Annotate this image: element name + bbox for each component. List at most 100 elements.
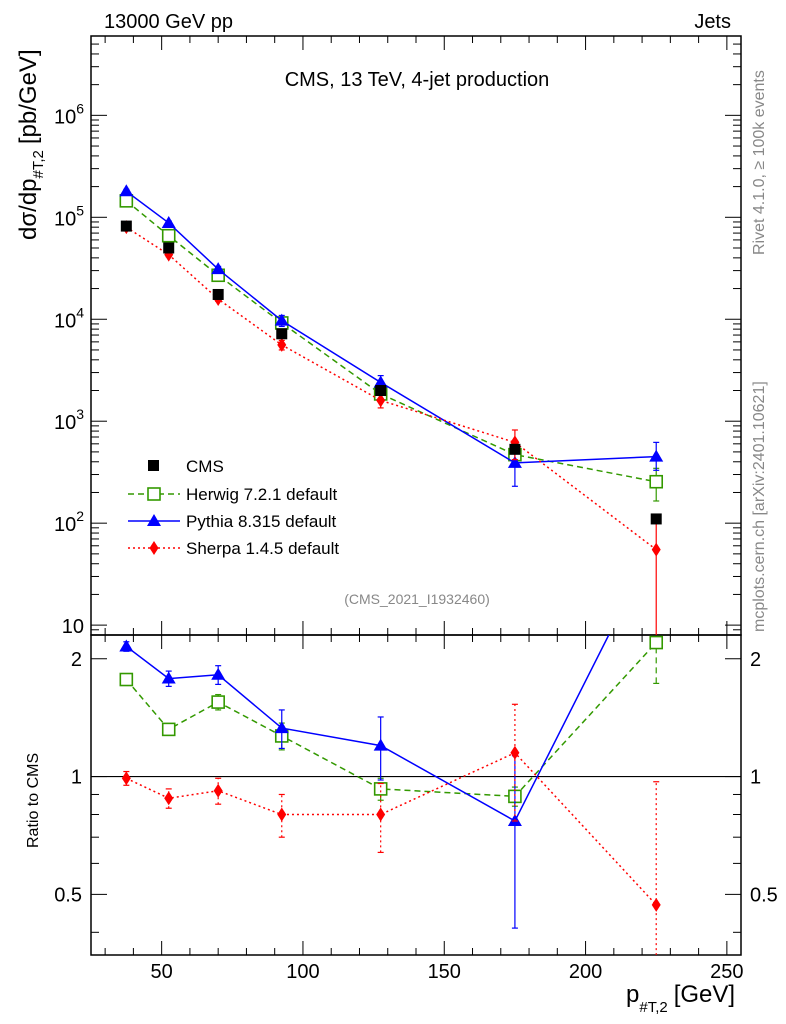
ratio-line-sherpa — [126, 751, 657, 906]
mcplots-note: mcplots.cern.ch [arXiv:2401.10621] — [751, 381, 768, 632]
ratio-point-herwig — [119, 672, 134, 687]
point-herwig — [649, 474, 664, 489]
ratio-tick-label-right: 1 — [750, 767, 761, 789]
ratio-point-pythia — [274, 721, 289, 734]
y-tick-base: 10 — [54, 310, 76, 332]
ratio-tick-label-left: 2 — [71, 649, 82, 671]
x-axis-label: p#T,2 [GeV] — [626, 981, 735, 1016]
y-tick-label: 106 — [54, 100, 84, 128]
x-label-sub: #T,2 — [639, 999, 667, 1016]
category-label: Jets — [694, 11, 731, 33]
point-sherpa — [651, 542, 661, 557]
y-tick-base: 10 — [54, 106, 76, 128]
y-tick-exp: 6 — [76, 100, 84, 116]
point-pythia — [507, 455, 522, 468]
y-tick-label: 105 — [54, 202, 84, 230]
y-tick-exp: 3 — [76, 406, 84, 422]
legend-entry-herwig: Herwig 7.2.1 default — [128, 485, 337, 504]
point-pythia — [274, 313, 289, 326]
ratio-point-herwig — [649, 635, 664, 650]
y-label-sub: #T,2 — [30, 150, 47, 178]
x-tick-label: 100 — [286, 961, 319, 983]
analysis-id: (CMS_2021_I1932460) — [344, 591, 490, 607]
data-point-cms — [375, 385, 387, 397]
x-tick-label: 250 — [710, 961, 743, 983]
ratio-point-pythia — [211, 667, 226, 680]
y-tick-label: 102 — [54, 508, 84, 536]
ratio-point-herwig — [211, 695, 225, 709]
point-herwig — [119, 194, 134, 208]
svg-text:dσ/dp#T,2[pb/GeV]: dσ/dp#T,2 [pb/GeV] — [15, 49, 47, 240]
x-label-main: p — [626, 981, 639, 1008]
ratio-point-herwig — [161, 722, 176, 737]
point-herwig — [161, 228, 176, 243]
point-pythia — [161, 215, 176, 228]
legend-marker-cms — [148, 460, 159, 471]
data-point-cms — [120, 220, 132, 232]
y-tick-base: 10 — [54, 514, 76, 536]
point-sherpa — [277, 337, 287, 352]
legend-marker-sherpa — [149, 541, 159, 555]
data-point-cms — [276, 328, 288, 340]
beam-label: 13000 GeV pp — [104, 11, 233, 33]
ratio-point-herwig — [373, 782, 388, 796]
point-pythia — [119, 184, 134, 197]
legend-entry-sherpa: Sherpa 1.4.5 default — [128, 539, 339, 558]
ratio-point-sherpa — [121, 771, 131, 786]
ratio-point-sherpa — [277, 807, 287, 822]
ratio-layer — [119, 635, 664, 955]
point-pythia — [373, 375, 388, 388]
series-line-pythia — [125, 190, 657, 464]
y-tick-exp: 5 — [76, 202, 84, 218]
x-tick-label: 200 — [569, 961, 602, 983]
point-pythia — [211, 262, 226, 275]
series-layer — [119, 184, 664, 635]
legend-label-herwig: Herwig 7.2.1 default — [186, 485, 337, 504]
legend-marker-pythia — [147, 514, 161, 526]
y-tick-base: 10 — [54, 208, 76, 230]
y-tick-exp: 2 — [76, 508, 84, 524]
ratio-point-pythia — [119, 639, 134, 652]
y-tick-label: 10 — [62, 616, 84, 638]
y-tick-label: 104 — [54, 304, 84, 332]
data-point-cms — [163, 242, 175, 254]
y-tick-exp: 4 — [76, 304, 84, 320]
legend-label-pythia: Pythia 8.315 default — [186, 512, 337, 531]
y-tick-base: 10 — [54, 412, 76, 434]
x-tick-label: 50 — [151, 961, 173, 983]
y-label-main: dσ/dp — [15, 178, 42, 240]
ratio-tick-label-left: 0.5 — [54, 884, 82, 906]
ratio-line-herwig — [125, 642, 657, 798]
ratio-point-sherpa — [213, 783, 223, 798]
ratio-tick-label-left: 1 — [71, 767, 82, 789]
legend-entry-pythia: Pythia 8.315 default — [128, 512, 337, 531]
legend-marker-herwig — [147, 487, 161, 501]
y-axis-label: dσ/dp#T,2 [pb/GeV] — [15, 49, 47, 240]
x-tick-label: 150 — [428, 961, 461, 983]
ratio-point-sherpa — [651, 897, 661, 912]
main-series-clip — [119, 184, 664, 635]
y-tick-label: 103 — [54, 406, 84, 434]
rivet-note: Rivet 4.1.0, ≥ 100k events — [751, 70, 768, 255]
ratio-y-label: Ratio to CMS — [25, 753, 42, 848]
data-points-layer — [120, 220, 662, 525]
point-sherpa — [376, 393, 386, 408]
data-point-cms — [650, 513, 662, 525]
ratio-point-pythia — [373, 738, 388, 751]
ratio-tick-label-right: 2 — [750, 649, 761, 671]
data-point-cms — [212, 288, 224, 300]
series-line-herwig — [125, 200, 657, 483]
legend-entry-cms: CMS — [148, 457, 224, 476]
ratio-point-pythia — [161, 671, 176, 684]
data-point-cms — [509, 443, 521, 455]
legend-label-cms: CMS — [186, 457, 224, 476]
legend-label-sherpa: Sherpa 1.4.5 default — [186, 539, 339, 558]
ratio-series-clip — [119, 635, 664, 955]
ratio-point-sherpa — [510, 745, 520, 760]
x-label-unit: [GeV] — [674, 981, 735, 1008]
ratio-point-sherpa — [376, 807, 386, 822]
ratio-line-pythia — [125, 635, 610, 823]
legend: CMS Herwig 7.2.1 default Pythia 8.315 def… — [128, 457, 339, 558]
